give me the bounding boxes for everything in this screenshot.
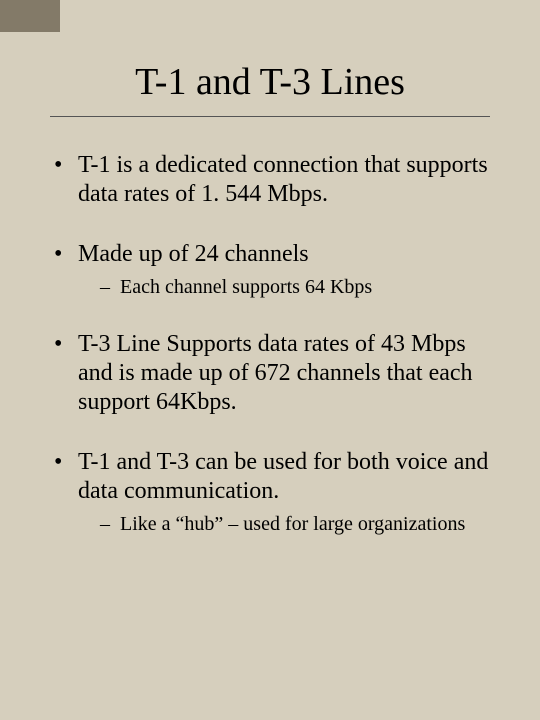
slide-title: T-1 and T-3 Lines [50,60,490,104]
sub-item: Each channel supports 64 Kbps [100,275,490,300]
bullet-text: T-3 Line Supports data rates of 43 Mbps … [78,331,473,416]
list-item: Made up of 24 channels Each channel supp… [50,240,490,300]
sub-text: Like a “hub” – used for large organizati… [120,513,465,535]
sub-list: Each channel supports 64 Kbps [78,275,490,300]
bullet-text: Made up of 24 channels [78,241,309,267]
sub-list: Like a “hub” – used for large organizati… [78,512,490,537]
sub-text: Each channel supports 64 Kbps [120,276,372,298]
corner-accent [0,0,60,32]
bullet-text: T-1 is a dedicated connection that suppo… [78,152,488,207]
bullet-text: T-1 and T-3 can be used for both voice a… [78,449,488,504]
sub-item: Like a “hub” – used for large organizati… [100,512,490,537]
slide: T-1 and T-3 Lines T-1 is a dedicated con… [0,0,540,607]
bullet-list: T-1 is a dedicated connection that suppo… [50,151,490,537]
list-item: T-1 is a dedicated connection that suppo… [50,151,490,210]
list-item: T-3 Line Supports data rates of 43 Mbps … [50,330,490,418]
title-rule [50,116,490,117]
list-item: T-1 and T-3 can be used for both voice a… [50,448,490,538]
